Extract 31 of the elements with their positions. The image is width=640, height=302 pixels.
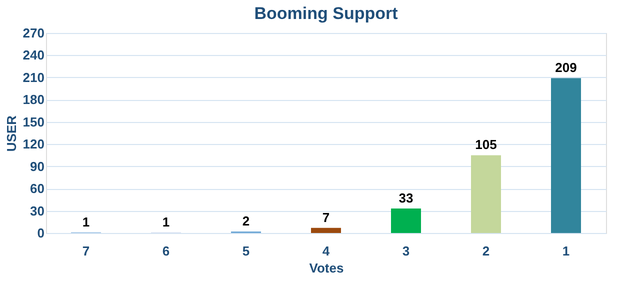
y-tick-label: 210 xyxy=(22,70,44,85)
y-tick-label: 150 xyxy=(22,114,44,130)
bar xyxy=(311,228,341,233)
y-tick-label: 90 xyxy=(30,158,44,174)
x-tick-label: 2 xyxy=(482,244,490,258)
bar xyxy=(471,155,501,233)
y-tick-label: 240 xyxy=(22,48,44,63)
y-tick-label: 180 xyxy=(22,92,44,108)
y-tick-label: 30 xyxy=(30,203,44,218)
data-label: 105 xyxy=(475,137,497,152)
x-tick-label: 7 xyxy=(82,244,90,258)
y-tick-label: 270 xyxy=(22,26,44,40)
x-tick-label: 4 xyxy=(322,244,330,258)
chart-title: Booming Support xyxy=(254,4,398,23)
data-label: 2 xyxy=(242,214,250,229)
y-tick-label: 0 xyxy=(37,226,44,240)
bar xyxy=(391,208,421,233)
data-label: 33 xyxy=(398,190,414,206)
x-axis-title: Votes xyxy=(309,260,344,276)
y-axis-title: USER xyxy=(4,114,19,152)
bar xyxy=(551,78,581,233)
x-tick-label: 5 xyxy=(242,244,250,258)
x-tick-label: 6 xyxy=(162,244,170,258)
data-label: 7 xyxy=(322,210,330,225)
x-tick-label: 3 xyxy=(402,244,410,258)
data-label: 209 xyxy=(555,60,577,76)
y-tick-label: 120 xyxy=(22,136,44,152)
data-label: 1 xyxy=(82,214,90,230)
data-label: 1 xyxy=(162,214,170,230)
y-tick-label: 60 xyxy=(30,181,44,196)
x-tick-label: 1 xyxy=(562,244,570,258)
